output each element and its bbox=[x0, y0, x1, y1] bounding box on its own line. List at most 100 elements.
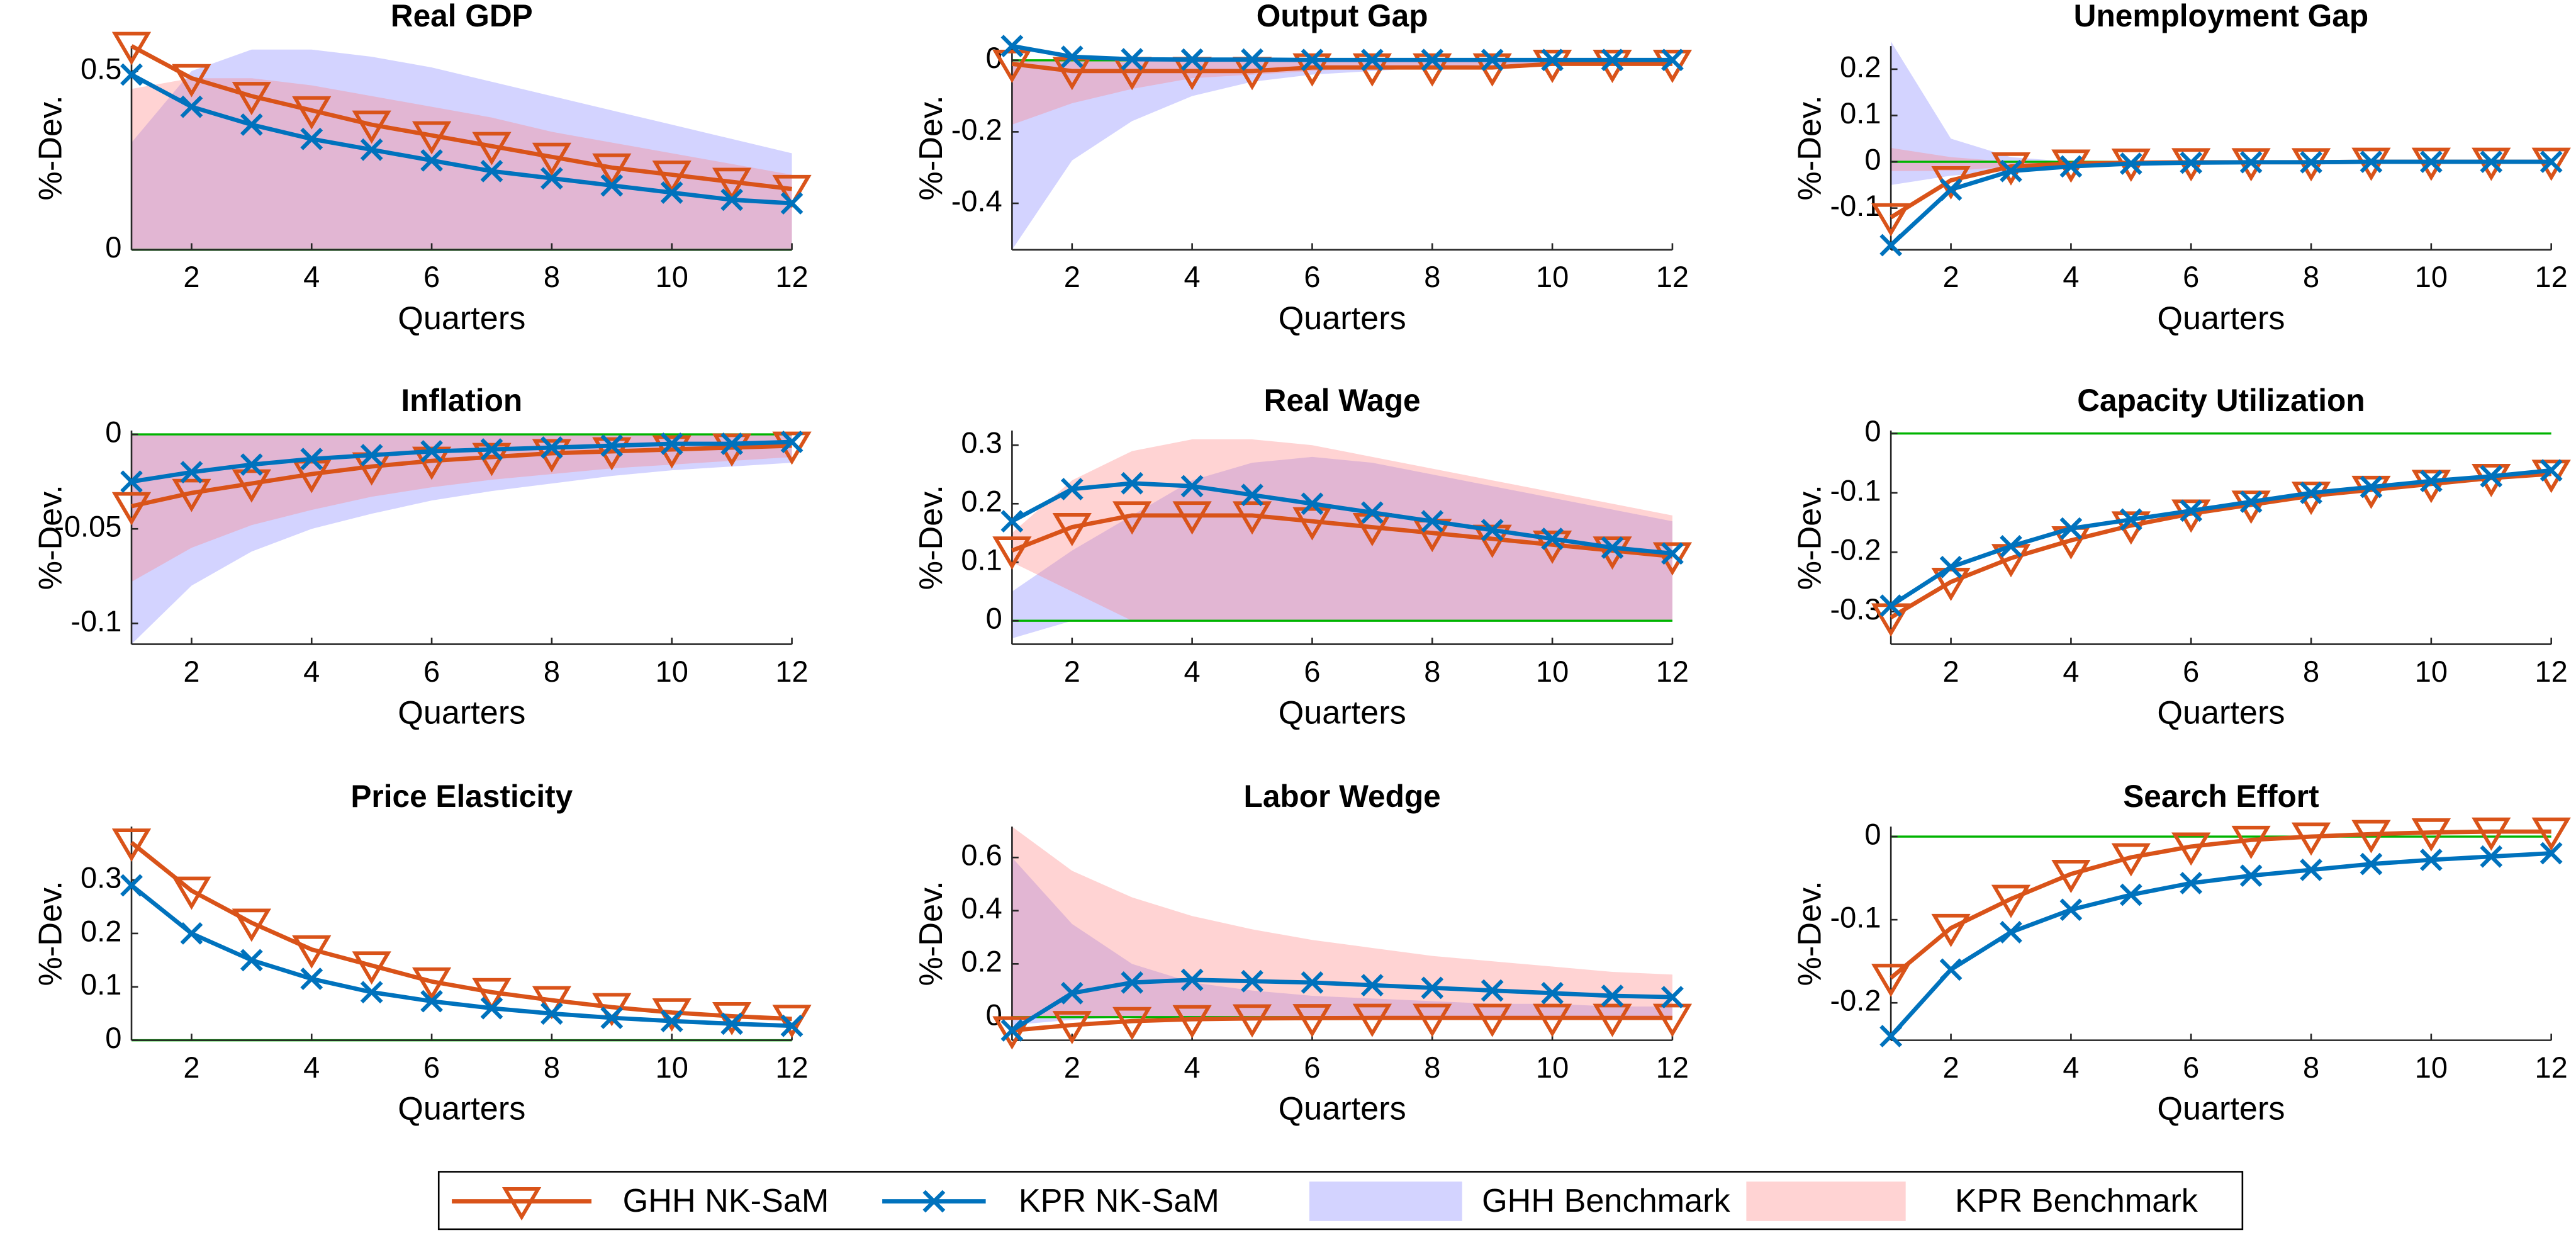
x-tick-label: 4 bbox=[303, 655, 320, 688]
x-axis-label: Quarters bbox=[1279, 300, 1406, 337]
y-tick-label: -0.4 bbox=[951, 184, 1002, 217]
marker bbox=[2419, 849, 2443, 871]
subplot: -0.1 -0.05 0 2 4 6 8 10 12 Quarters %-Dev. Inflatio… bbox=[32, 383, 812, 731]
legend-label: GHH NK-SaM bbox=[623, 1183, 829, 1219]
x-tick-label: 4 bbox=[303, 1051, 320, 1084]
y-axis-label: %-Dev. bbox=[913, 485, 949, 590]
x-tick-label: 6 bbox=[2183, 655, 2199, 688]
x-tick-label: 6 bbox=[423, 260, 440, 293]
x-tick-label: 2 bbox=[1064, 655, 1080, 688]
marker bbox=[600, 174, 624, 197]
marker bbox=[992, 1016, 1032, 1050]
y-axis-label: %-Dev. bbox=[32, 485, 69, 590]
x-tick-label: 2 bbox=[1064, 260, 1080, 293]
marker bbox=[1541, 48, 1564, 72]
marker bbox=[2291, 822, 2331, 856]
marker bbox=[2119, 152, 2142, 175]
x-tick-label: 10 bbox=[2415, 655, 2448, 688]
marker bbox=[2472, 817, 2511, 851]
marker bbox=[600, 1007, 624, 1029]
marker bbox=[2239, 150, 2263, 174]
marker bbox=[1661, 542, 1684, 565]
x-tick-label: 8 bbox=[544, 260, 560, 293]
y-tick-label: -0.05 bbox=[54, 510, 121, 543]
marker bbox=[780, 431, 804, 453]
y-tick-label: 0.1 bbox=[1840, 96, 1881, 130]
line bbox=[130, 841, 792, 1022]
marker bbox=[1661, 986, 1684, 1009]
marker bbox=[540, 167, 563, 190]
x-tick-label: 8 bbox=[544, 655, 560, 688]
marker bbox=[480, 438, 503, 461]
marker bbox=[2059, 898, 2083, 922]
marker bbox=[720, 1012, 744, 1035]
marker bbox=[1241, 483, 1263, 507]
marker bbox=[412, 446, 452, 480]
band bbox=[1012, 439, 1672, 621]
marker bbox=[1360, 48, 1384, 72]
x-tick-label: 12 bbox=[775, 1051, 808, 1084]
line bbox=[1011, 978, 1672, 1032]
x-tick-label: 10 bbox=[1536, 655, 1569, 688]
marker bbox=[1112, 1007, 1152, 1040]
marker bbox=[2180, 499, 2203, 522]
marker bbox=[1292, 1004, 1332, 1038]
subplot-title: Search Effort bbox=[2123, 779, 2319, 814]
marker bbox=[1112, 501, 1152, 535]
marker bbox=[292, 935, 332, 969]
subplot: -0.3 -0.2 -0.1 0 2 4 6 8 10 12 Quarters %-Dev. Capac… bbox=[1792, 383, 2571, 731]
marker bbox=[1060, 981, 1084, 1005]
subplot-title: Capacity Utilization bbox=[2077, 383, 2365, 418]
marker bbox=[1991, 152, 2031, 186]
marker bbox=[660, 181, 683, 204]
marker bbox=[2419, 150, 2443, 173]
marker bbox=[360, 138, 383, 161]
marker bbox=[352, 110, 391, 144]
marker bbox=[1121, 471, 1144, 495]
marker bbox=[1301, 492, 1324, 516]
marker bbox=[1232, 501, 1272, 535]
x-tick-label: 10 bbox=[1536, 260, 1569, 293]
marker bbox=[472, 132, 512, 166]
marker bbox=[2231, 490, 2271, 524]
subplot: 0 0.1 0.2 0.3 2 4 6 8 10 12 Quarters %-Dev. Price El… bbox=[32, 779, 812, 1127]
y-tick-label: 0.3 bbox=[81, 860, 121, 894]
y-axis-label: %-Dev. bbox=[32, 95, 69, 200]
marker bbox=[1000, 1019, 1024, 1042]
subplot: 0 0.1 0.2 0.3 2 4 6 8 10 12 Quarters %-Dev. Real Wag… bbox=[913, 383, 1693, 731]
marker bbox=[2059, 517, 2083, 540]
marker bbox=[772, 174, 812, 208]
marker bbox=[2231, 825, 2271, 859]
marker bbox=[2540, 150, 2563, 173]
marker bbox=[1939, 178, 1963, 201]
marker bbox=[2059, 155, 2083, 178]
marker bbox=[1593, 536, 1632, 570]
x-axis-label: Quarters bbox=[2157, 300, 2285, 337]
marker bbox=[300, 448, 323, 470]
line bbox=[130, 72, 792, 206]
marker bbox=[300, 127, 323, 150]
y-axis-label: %-Dev. bbox=[1792, 485, 1828, 590]
marker bbox=[2540, 842, 2563, 865]
marker bbox=[1939, 555, 1963, 578]
marker bbox=[2540, 459, 2563, 482]
subplot-title: Output Gap bbox=[1257, 0, 1428, 33]
x-axis-label: Quarters bbox=[2157, 1091, 2285, 1127]
y-tick-label: 0.1 bbox=[81, 967, 121, 1001]
line bbox=[1011, 43, 1672, 62]
x-tick-label: 6 bbox=[423, 655, 440, 688]
x-axis-label: Quarters bbox=[398, 694, 525, 731]
marker bbox=[1541, 981, 1564, 1005]
y-tick-label: 0.3 bbox=[961, 426, 1002, 460]
marker bbox=[2291, 482, 2331, 516]
x-tick-label: 10 bbox=[1536, 1051, 1569, 1084]
marker bbox=[1301, 971, 1324, 994]
marker bbox=[1421, 976, 1444, 1000]
legend-label: GHH Benchmark bbox=[1482, 1183, 1730, 1219]
marker bbox=[2411, 470, 2451, 504]
marker bbox=[111, 31, 152, 65]
marker bbox=[240, 113, 263, 136]
marker bbox=[1352, 1003, 1392, 1037]
